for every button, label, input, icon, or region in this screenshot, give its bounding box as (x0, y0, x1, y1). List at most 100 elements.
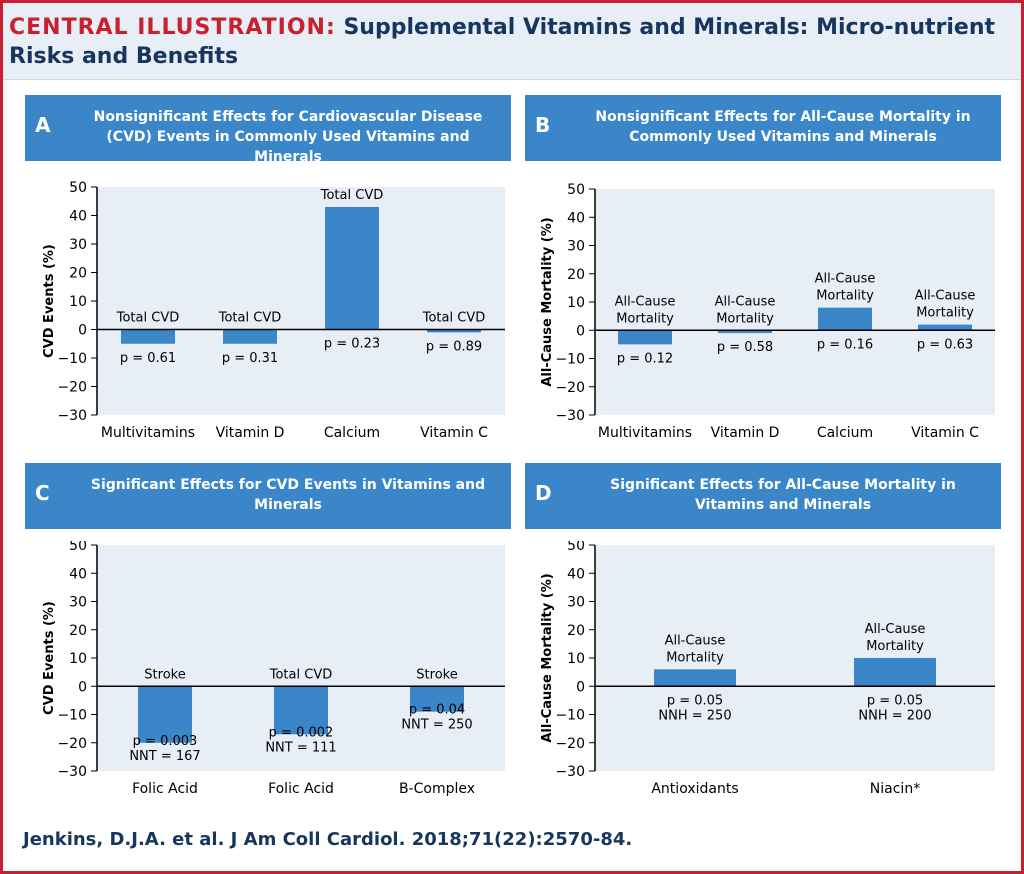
stat-label: NNT = 167 (129, 749, 200, 764)
y-axis-label: All-Cause Mortality (%) (540, 573, 555, 742)
y-tick-label: 30 (69, 595, 87, 611)
panel-a-letter: A (35, 113, 51, 137)
panel-a-title: Nonsignificant Effects for Cardiovascula… (93, 109, 483, 165)
panel-b: B Nonsignificant Effects for All-Cause M… (525, 95, 1001, 455)
y-tick-label: 50 (567, 182, 585, 198)
y-tick-label: 10 (567, 295, 585, 311)
y-tick-label: −10 (555, 708, 585, 724)
y-tick-label: −20 (57, 736, 87, 752)
y-tick-label: −30 (555, 408, 585, 424)
y-tick-label: −10 (57, 351, 87, 367)
category-label: Multivitamins (101, 425, 195, 441)
category-label: Folic Acid (268, 781, 334, 797)
stat-label: p = 0.58 (717, 340, 773, 355)
y-tick-label: 40 (69, 209, 87, 225)
bar-label: Stroke (416, 667, 457, 682)
y-tick-label: 30 (567, 239, 585, 255)
panel-a-chart: 50 40 30 20 10 0 −10 −20 −30 CVD Events (%) Total … (42, 180, 505, 441)
bar (854, 658, 936, 687)
y-tick-label: −10 (555, 352, 585, 368)
category-label: Niacin* (870, 781, 920, 797)
category-label: Antioxidants (651, 781, 738, 797)
stat-label: NNT = 250 (401, 718, 472, 733)
panel-c-header: C Significant Effects for CVD Events in … (25, 463, 511, 529)
panel-b-header: B Nonsignificant Effects for All-Cause M… (525, 95, 1001, 161)
bar (121, 329, 175, 344)
bar-label: Mortality (916, 306, 974, 321)
y-axis-label: CVD Events (%) (42, 601, 57, 715)
y-tick-label: −20 (555, 380, 585, 396)
y-tick-label: 0 (576, 679, 585, 695)
bar-label: Mortality (866, 639, 924, 654)
citation: Jenkins, D.J.A. et al. J Am Coll Cardiol… (23, 829, 633, 850)
stat-label: NNH = 250 (658, 708, 731, 723)
category-label: Multivitamins (598, 425, 692, 441)
panel-d-header: D Significant Effects for All-Cause Mort… (525, 463, 1001, 529)
plot-area (595, 189, 995, 415)
bar-label: Mortality (666, 650, 724, 665)
y-tick-label: 10 (567, 651, 585, 667)
bar (718, 330, 772, 334)
y-tick-label: 0 (78, 323, 87, 339)
panel-b-title: Nonsignificant Effects for All-Cause Mor… (595, 109, 971, 145)
panel-d-letter: D (535, 481, 552, 505)
stat-label: p = 0.23 (324, 337, 380, 352)
stat-label: p = 0.05 (667, 693, 723, 708)
y-tick-label: 10 (69, 651, 87, 667)
panel-a: A Nonsignificant Effects for Cardiovascu… (25, 95, 511, 455)
y-tick-label: 20 (567, 623, 585, 639)
stat-label: p = 0.61 (120, 351, 176, 366)
bar-label: All-Cause (865, 622, 926, 637)
y-tick-label: 50 (69, 180, 87, 196)
bar (427, 329, 481, 333)
y-tick-label: 0 (576, 323, 585, 339)
y-tick-label: 50 (567, 541, 585, 554)
bar-label: Total CVD (320, 188, 383, 203)
y-tick-label: 50 (69, 541, 87, 554)
bar-label: All-Cause (815, 272, 876, 287)
y-tick-label: −30 (57, 408, 87, 424)
stat-label: p = 0.002 (269, 725, 334, 740)
y-tick-label: −20 (555, 736, 585, 752)
bar-label: All-Cause (615, 294, 676, 309)
y-tick-label: −30 (555, 764, 585, 780)
y-tick-label: −30 (57, 764, 87, 780)
bar-label: All-Cause (665, 633, 726, 648)
panel-d-chart: 50 40 30 20 10 0 −10 −20 −30 All-Cause Mortality … (540, 541, 995, 797)
stat-label: p = 0.05 (867, 693, 923, 708)
y-tick-label: −10 (57, 708, 87, 724)
panel-b-letter: B (535, 113, 551, 137)
category-label: Vitamin C (911, 425, 979, 441)
bar-label: Total CVD (269, 667, 332, 682)
panel-c-letter: C (35, 481, 50, 505)
category-label: Calcium (324, 425, 380, 441)
stat-label: p = 0.003 (133, 734, 198, 749)
panel-d-title: Significant Effects for All-Cause Mortal… (610, 477, 956, 513)
category-label: Vitamin D (711, 425, 780, 441)
bar (325, 206, 379, 330)
y-tick-label: 30 (69, 237, 87, 253)
panel-c: C Significant Effects for CVD Events in … (25, 463, 511, 811)
y-tick-label: 30 (567, 595, 585, 611)
panel-c-chart: 50 40 30 20 10 0 −10 −20 −30 CVD Events (%) Stroke… (42, 541, 505, 797)
y-tick-label: 20 (69, 623, 87, 639)
bar (918, 324, 972, 331)
stat-label: NNT = 111 (265, 740, 336, 755)
bar (654, 669, 736, 687)
y-tick-label: 20 (69, 266, 87, 282)
bar-label: Mortality (816, 289, 874, 304)
stat-label: p = 0.63 (917, 337, 973, 352)
y-tick-label: 0 (78, 679, 87, 695)
y-tick-label: 40 (567, 566, 585, 582)
stat-label: p = 0.04 (409, 703, 465, 718)
category-label: Vitamin C (420, 425, 488, 441)
bar-label: Total CVD (116, 311, 179, 326)
page-title: CENTRAL ILLUSTRATION: Supplemental Vitam… (9, 13, 1009, 71)
panel-a-header: A Nonsignificant Effects for Cardiovascu… (25, 95, 511, 165)
y-tick-label: 10 (69, 294, 87, 310)
stat-label: p = 0.16 (817, 337, 873, 352)
stat-label: p = 0.31 (222, 351, 278, 366)
bar (138, 686, 192, 743)
bar (818, 307, 872, 331)
